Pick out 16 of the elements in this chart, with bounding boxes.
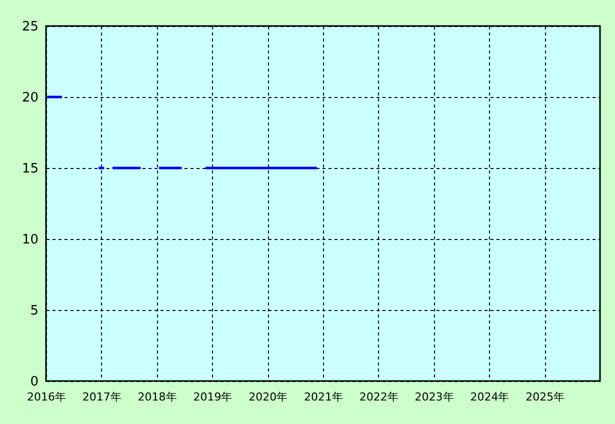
x-tick-label: 2021年 <box>304 390 343 404</box>
y-tick-label: 10 <box>22 232 38 248</box>
y-tick-label: 15 <box>22 162 38 176</box>
y-tick-label: 25 <box>22 20 38 34</box>
x-tick-label: 2023年 <box>414 390 454 404</box>
x-tick-label: 2020年 <box>248 390 288 404</box>
x-tick-label: 2024年 <box>470 390 510 404</box>
x-tick-label: 2022年 <box>359 390 398 404</box>
x-tick-label: 2018年 <box>138 390 177 404</box>
y-tick-label: 5 <box>30 304 38 318</box>
y-tick-label: 0 <box>30 374 38 390</box>
x-tick-label: 2019年 <box>193 390 232 404</box>
x-tick-label: 2016年 <box>27 390 66 404</box>
y-tick-label: 20 <box>22 90 38 106</box>
x-tick-label: 2017年 <box>82 390 122 404</box>
x-tick-label: 2025年 <box>526 390 565 404</box>
